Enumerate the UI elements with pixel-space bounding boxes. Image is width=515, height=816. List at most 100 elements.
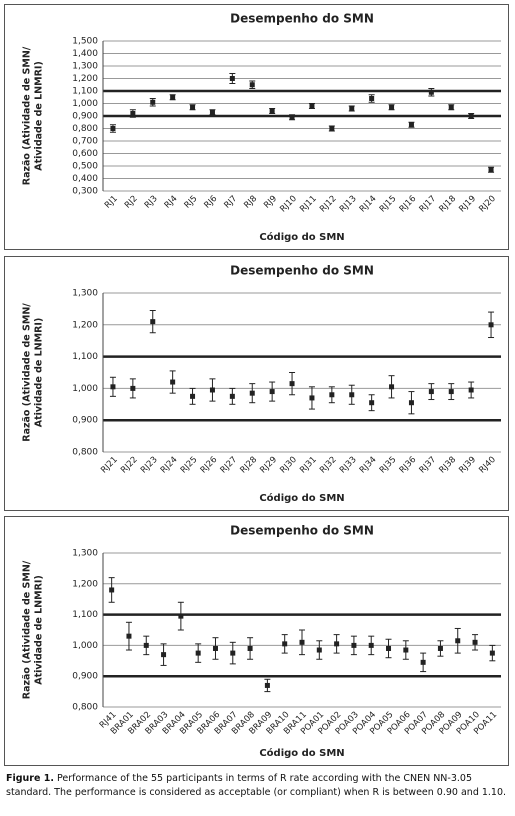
x-tick-label: RJ33 [338, 455, 359, 476]
point [349, 106, 355, 111]
point [369, 96, 375, 101]
caption-text: Performance of the 55 participants in te… [6, 773, 507, 798]
point [282, 641, 288, 647]
y-axis-label: Atividade de LNMRI) [34, 61, 45, 171]
point [249, 390, 255, 396]
point [369, 400, 375, 406]
panel: Desempenho do SMN 0,800 0,900 1,000 1,100 1,2… [4, 256, 509, 511]
chart-title: Desempenho do SMN [230, 264, 374, 278]
point [161, 652, 167, 658]
chart: Desempenho do SMN 0,300 0,400 0,500 0,600 0,7… [22, 12, 501, 243]
chart: Desempenho do SMN 0,800 0,900 1,000 1,100 1,2… [22, 264, 501, 504]
x-tick-label: RJ32 [318, 455, 339, 476]
point [455, 638, 461, 644]
chart-title: Desempenho do SMN [230, 524, 374, 538]
point [349, 392, 355, 398]
x-tick-label: RJ24 [159, 455, 180, 476]
y-tick-label: 0,400 [72, 174, 98, 184]
point [143, 642, 149, 648]
x-tick-label: RJ1 [103, 194, 120, 211]
y-tick-label: 1,100 [72, 352, 98, 362]
point [130, 111, 136, 116]
point [190, 104, 196, 110]
y-axis-label: Razão (Atividade de SMN/ [22, 46, 33, 185]
x-tick-label: RJ31 [298, 455, 319, 476]
point [289, 381, 295, 387]
point [249, 82, 255, 88]
y-tick-label: 1,300 [72, 62, 98, 72]
point [329, 126, 335, 131]
y-axis-label: Atividade de LNMRI) [34, 318, 45, 428]
point [195, 650, 201, 656]
point [389, 104, 395, 110]
x-tick-label: RJ28 [238, 455, 259, 476]
y-tick-label: 0,900 [72, 672, 98, 682]
y-tick-label: 0,500 [72, 162, 98, 172]
point [472, 639, 478, 645]
y-tick-label: 1,400 [72, 49, 98, 59]
x-tick-label: RJ11 [298, 194, 319, 215]
x-tick-label: RJ35 [378, 455, 399, 476]
chart-title: Desempenho do SMN [230, 12, 374, 26]
point [130, 385, 136, 391]
y-axis-label: Razão (Atividade de SMN/ [22, 560, 33, 699]
x-tick-label: RJ16 [398, 194, 419, 215]
x-tick-label: RJ25 [179, 455, 200, 476]
x-tick-label: RJ6 [202, 194, 219, 211]
x-tick-label: RJ20 [477, 194, 498, 215]
point [289, 114, 295, 120]
y-tick-label: 1,000 [72, 641, 98, 651]
x-tick-label: RJ23 [139, 455, 160, 476]
x-tick-label: RJ4 [163, 194, 180, 211]
y-tick-label: 0,800 [72, 703, 98, 713]
y-tick-label: 1,000 [72, 384, 98, 394]
y-tick-label: 1,500 [72, 37, 98, 47]
y-tick-label: 0,800 [72, 448, 98, 458]
panel: Desempenho do SMN 0,800 0,900 1,000 1,100 1,2… [4, 516, 509, 766]
point [190, 393, 196, 399]
y-tick-label: 1,100 [72, 87, 98, 97]
x-tick-label: RJ21 [99, 455, 120, 476]
point [229, 76, 235, 81]
y-tick-label: 1,000 [72, 99, 98, 109]
x-tick-label: RJ27 [219, 455, 240, 476]
point [389, 384, 395, 390]
x-tick-label: RJ10 [278, 194, 299, 215]
point [150, 99, 156, 105]
point [230, 650, 236, 656]
y-tick-label: 1,200 [72, 74, 98, 84]
y-tick-label: 1,200 [72, 579, 98, 589]
point [351, 642, 357, 648]
y-tick-label: 1,300 [72, 289, 98, 299]
x-tick-label: RJ8 [242, 194, 259, 211]
x-tick-label: RJ12 [318, 194, 339, 215]
point [386, 645, 392, 651]
caption-label: Figure 1. [6, 773, 54, 784]
x-tick-label: RJ19 [457, 194, 478, 215]
point [126, 633, 132, 639]
point [489, 650, 495, 656]
panel: Desempenho do SMN 0,300 0,400 0,500 0,600 0,7… [4, 4, 509, 250]
x-tick-label: RJ29 [258, 455, 279, 476]
x-tick-label: RJ18 [437, 194, 458, 215]
point [309, 103, 315, 109]
x-tick-label: RJ39 [457, 455, 478, 476]
point [269, 389, 275, 395]
x-axis-label: Código do SMN [259, 231, 344, 243]
x-tick-label: RJ7 [222, 194, 239, 211]
point [448, 104, 454, 110]
point [110, 126, 116, 131]
point [468, 387, 474, 393]
y-tick-label: 1,300 [72, 549, 98, 559]
point [408, 122, 414, 128]
point [209, 109, 215, 115]
y-tick-label: 0,900 [72, 112, 98, 122]
x-axis-label: Código do SMN [259, 492, 344, 504]
point [403, 647, 409, 653]
point [209, 387, 215, 393]
point [488, 167, 494, 173]
point [109, 587, 115, 593]
y-tick-label: 1,100 [72, 610, 98, 620]
x-tick-label: RJ40 [477, 455, 498, 476]
